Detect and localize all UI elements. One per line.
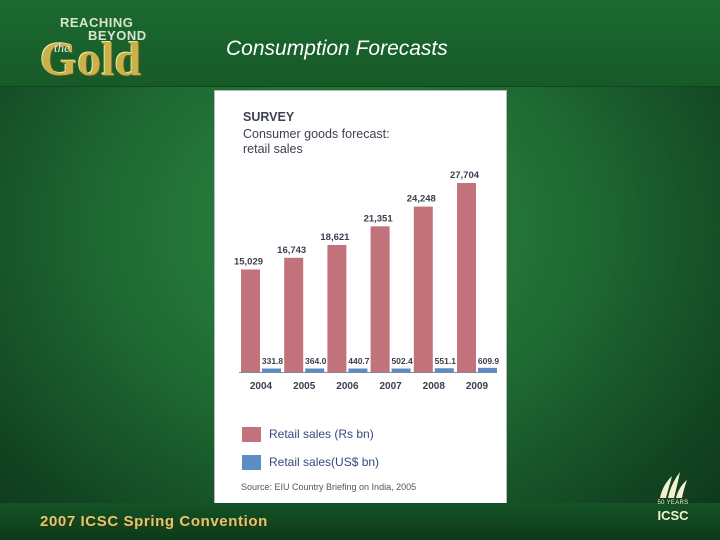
legend-label-rs: Retail sales (Rs bn)	[269, 427, 374, 441]
data-label-usd-2006: 440.7	[348, 356, 370, 366]
data-label-usd-2005: 364.0	[305, 356, 327, 366]
icsc-name: ICSC	[657, 508, 689, 523]
bar-usd-2005	[305, 368, 325, 372]
bar-usd-2006	[348, 368, 368, 372]
x-tick-label-2008: 2008	[423, 381, 446, 392]
data-label-rs-2007: 21,351	[364, 213, 394, 224]
x-tick-label-2009: 2009	[466, 381, 489, 392]
slide-title: Consumption Forecasts	[226, 37, 448, 60]
bar-rs-2005	[284, 257, 304, 372]
bar-usd-2009	[478, 367, 497, 372]
bar-rs-2004	[241, 269, 260, 372]
data-label-usd-2008: 551.1	[435, 356, 457, 366]
icsc-years-label: 50 YEARS	[657, 500, 689, 506]
x-tick-label-2007: 2007	[379, 381, 402, 392]
logo-gold-word: Gold	[40, 33, 142, 86]
bar-usd-2007	[391, 368, 411, 372]
survey-label: SURVEY	[243, 110, 295, 124]
convention-title: 2007 ICSC Spring Convention	[40, 513, 268, 530]
bar-chart: 15,029 331.8 2004 16,743 364.0 2005 18,621 440.…	[234, 170, 500, 392]
data-label-usd-2009: 609.9	[478, 356, 500, 366]
legend-swatch-usd	[242, 455, 261, 470]
data-label-rs-2008: 24,248	[407, 194, 436, 205]
x-tick-label-2006: 2006	[336, 381, 359, 392]
legend-swatch-rs	[242, 427, 261, 442]
data-label-rs-2005: 16,743	[277, 245, 306, 256]
bar-usd-2008	[434, 368, 454, 372]
bar-rs-2008	[413, 206, 433, 372]
chart-title: Consumer goods forecast: retail sales	[243, 127, 390, 156]
data-label-rs-2006: 18,621	[320, 232, 350, 243]
logo-the-word: the	[54, 40, 70, 55]
logo-line2: BEYOND	[88, 28, 147, 43]
chart-source-note: Source: EIU Country Briefing on India, 2…	[241, 482, 417, 492]
icsc-emblem-icon	[660, 472, 687, 498]
x-tick-label-2004: 2004	[250, 381, 273, 392]
reaching-beyond-the-gold-logo: REACHING BEYOND Gold the	[38, 14, 168, 84]
icsc-logo: 50 YEARS ICSC	[652, 468, 694, 530]
legend-label-usd: Retail sales(US$ bn)	[269, 455, 380, 469]
data-label-usd-2004: 331.8	[262, 356, 284, 366]
data-label-usd-2007: 502.4	[391, 356, 413, 366]
data-label-rs-2009: 27,704	[450, 170, 480, 181]
bar-rs-2006	[327, 244, 347, 372]
bar-rs-2009	[457, 183, 476, 372]
logo-line1: REACHING	[60, 15, 134, 30]
bar-usd-2004	[262, 368, 281, 372]
x-tick-label-2005: 2005	[293, 381, 316, 392]
header-band: REACHING BEYOND Gold the Consumption For…	[0, 0, 720, 87]
chart-panel: SURVEY Consumer goods forecast: retail s…	[214, 90, 507, 505]
bar-rs-2007	[370, 226, 390, 372]
footer-band: 2007 ICSC Spring Convention	[0, 503, 720, 540]
data-label-rs-2004: 15,029	[234, 256, 263, 267]
